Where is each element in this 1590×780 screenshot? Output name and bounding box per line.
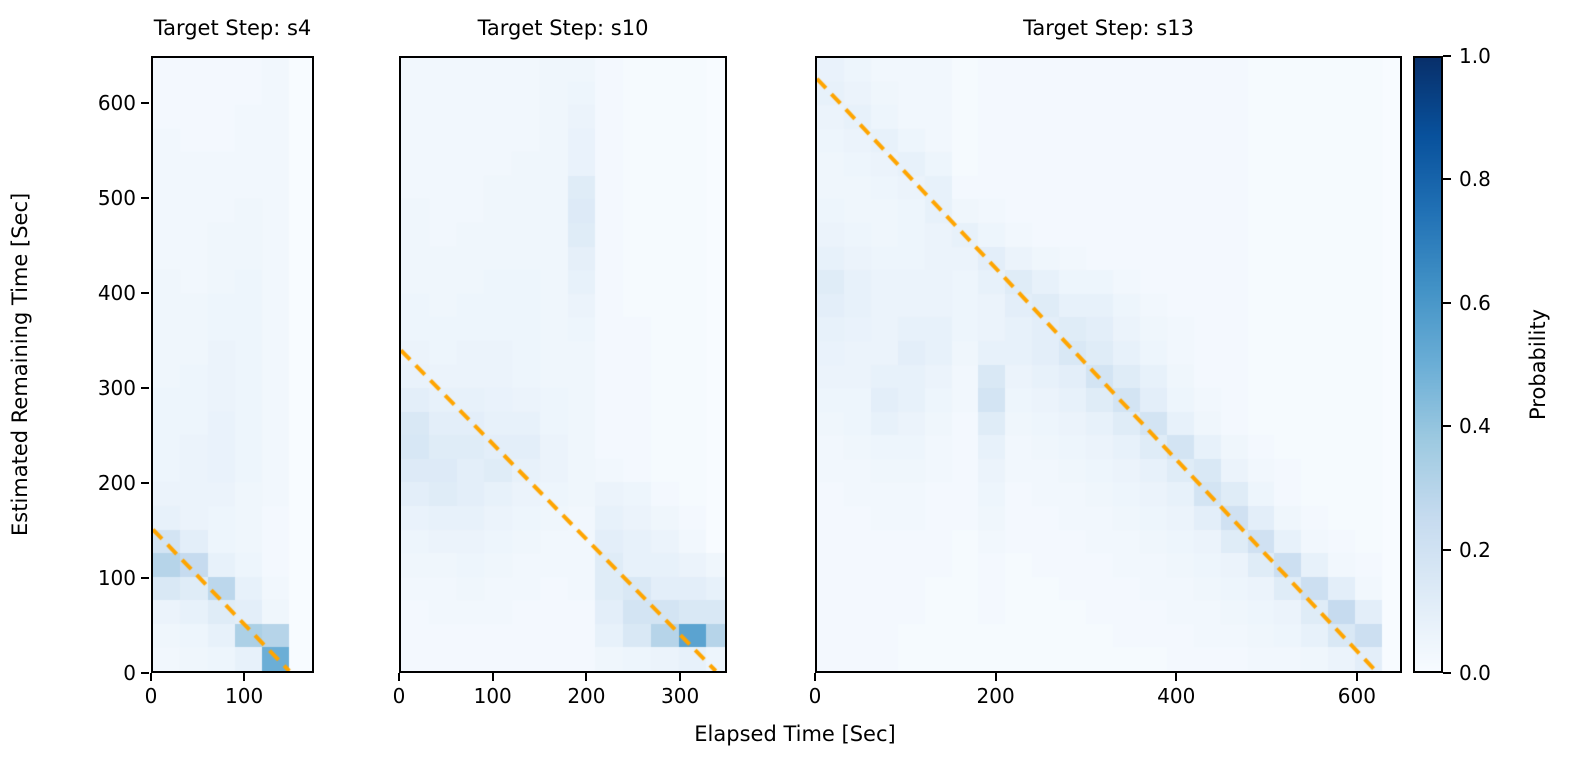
x-tick-mark [398,673,400,681]
x-axis-label: Elapsed Time [Sec] [694,722,896,746]
x-tick-label: 200 [567,684,606,708]
colorbar-tick-mark [1443,672,1451,674]
x-tick-mark [814,673,816,681]
x-tick-label: 100 [473,684,512,708]
y-tick-mark [141,672,149,674]
x-tick-mark [994,673,997,681]
x-tick-mark [585,673,588,681]
x-tick-mark [1355,673,1358,681]
heatmap-panel-s4 [151,56,314,673]
x-tick-label: 600 [1337,684,1376,708]
y-tick-label: 600 [97,91,136,116]
colorbar-tick-mark [1443,178,1451,181]
x-tick-label: 400 [1157,684,1196,708]
colorbar-label: Probability [1526,309,1550,421]
colorbar-canvas [1415,58,1441,671]
heatmap-panel-s10 [399,56,727,673]
x-tick-label: 100 [225,684,264,708]
colorbar-tick-label: 0.0 [1459,661,1491,685]
heatmap-canvas-s13 [817,58,1400,671]
x-tick-mark [243,673,246,681]
y-tick-mark [141,577,149,580]
x-tick-mark [679,673,682,681]
y-tick-label: 500 [97,186,136,211]
y-tick-mark [141,387,149,390]
colorbar-tick-label: 0.6 [1459,290,1491,315]
x-tick-mark [150,673,152,681]
colorbar-tick-mark [1443,548,1451,551]
subplot-title-s4: Target Step: s4 [153,16,312,40]
colorbar-tick-label: 1.0 [1459,44,1491,68]
subplot-title-s10: Target Step: s10 [477,16,649,40]
y-tick-mark [141,482,149,485]
colorbar-tick-label: 0.2 [1459,537,1491,562]
colorbar [1413,56,1443,673]
x-tick-label: 200 [976,684,1015,708]
y-tick-label: 200 [97,471,136,496]
y-tick-mark [141,292,149,295]
x-tick-label: 0 [392,684,406,708]
colorbar-tick-mark [1443,301,1451,304]
x-tick-label: 300 [661,684,700,708]
x-tick-label: 0 [808,684,822,708]
colorbar-tick-label: 0.4 [1459,414,1491,439]
y-tick-mark [141,197,149,200]
y-tick-label: 300 [97,376,136,401]
colorbar-tick-mark [1443,55,1451,57]
y-tick-label: 400 [97,281,136,306]
colorbar-tick-mark [1443,425,1451,428]
subplot-title-s13: Target Step: s13 [1023,16,1194,40]
y-axis-label: Estimated Remaining Time [Sec] [8,192,32,537]
heatmap-canvas-s10 [401,58,725,671]
y-tick-label: 0 [123,661,136,685]
colorbar-tick-label: 0.8 [1459,167,1491,192]
y-tick-mark [141,102,149,105]
x-tick-mark [491,673,494,681]
heatmap-panel-s13 [815,56,1402,673]
x-tick-mark [1175,673,1178,681]
heatmap-canvas-s4 [153,58,312,671]
x-tick-label: 0 [144,684,158,708]
y-tick-label: 100 [97,566,136,591]
